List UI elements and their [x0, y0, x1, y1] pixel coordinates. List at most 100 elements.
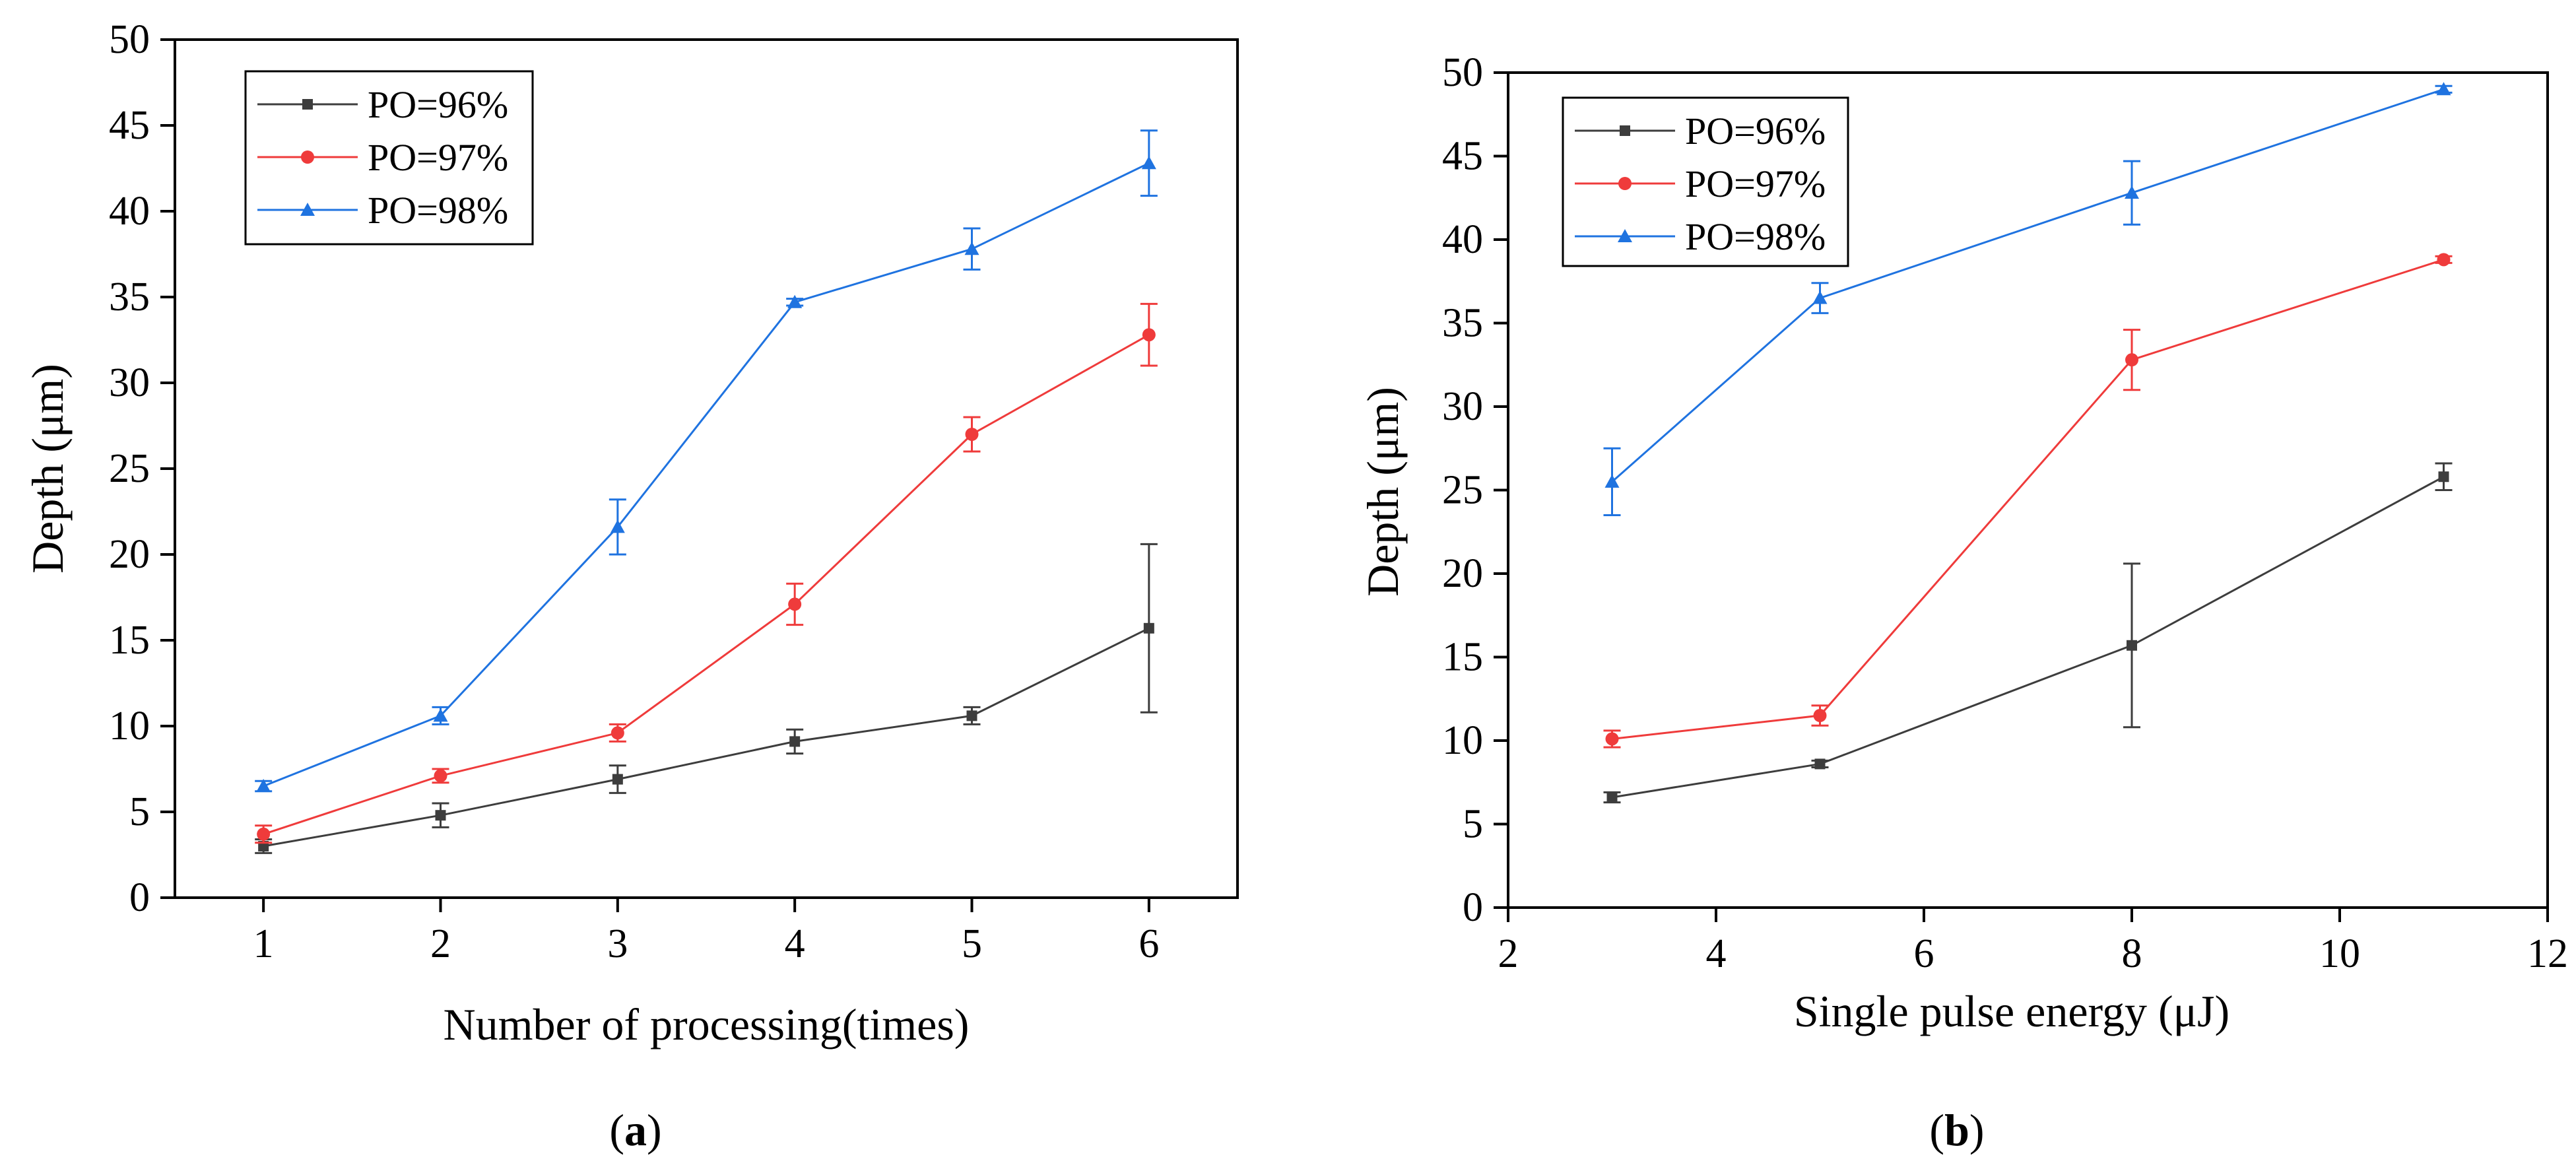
data-point-b-po96-3 — [2438, 471, 2449, 483]
x-axis-ticks-a: 1 2 3 4 5 6 — [253, 898, 1159, 966]
data-point-a-po98-2 — [610, 519, 625, 533]
legend-label-a-po98: PO=98% — [368, 189, 508, 232]
caption-open-paren-b: ( — [1929, 1105, 1944, 1155]
y-axis-title-a: Depth (μm) — [22, 364, 73, 574]
y-tick-label-a-30: 30 — [109, 360, 150, 405]
x-axis-title-b: Single pulse energy (μJ) — [1794, 986, 2229, 1036]
data-point-a-po96-3 — [789, 736, 801, 747]
y-tick-label-b-30: 30 — [1442, 384, 1483, 429]
x-tick-label-b-4: 4 — [1706, 931, 1727, 976]
data-point-b-po97-2 — [2125, 353, 2138, 367]
data-point-b-po97-1 — [1813, 709, 1827, 723]
chart-panel-b: 0 5 10 15 20 25 30 35 40 45 50 2 4 6 8 10 12 Depth (μm)… — [1358, 50, 2568, 1155]
y-tick-label-a-5: 5 — [129, 789, 150, 834]
data-point-b-po97-0 — [1605, 732, 1619, 746]
data-point-a-po97-3 — [788, 597, 802, 611]
caption-letter-a: a — [624, 1105, 647, 1155]
y-tick-label-b-5: 5 — [1463, 802, 1483, 847]
x-tick-label-b-8: 8 — [2122, 931, 2142, 976]
plot-area-b — [1603, 82, 2453, 804]
y-tick-label-b-20: 20 — [1442, 551, 1483, 596]
y-tick-label-a-50: 50 — [109, 17, 150, 62]
y-axis-ticks-b: 0 5 10 15 20 25 30 35 40 45 50 — [1442, 50, 1508, 930]
y-tick-label-a-20: 20 — [109, 532, 150, 577]
data-point-a-po96-5 — [1143, 622, 1154, 634]
legend-label-b-po96: PO=96% — [1685, 110, 1826, 152]
legend-label-a-po97: PO=97% — [368, 136, 508, 179]
y-tick-label-a-25: 25 — [109, 446, 150, 491]
data-point-a-po98-1 — [433, 708, 448, 722]
data-point-a-po98-5 — [1141, 156, 1156, 170]
y-tick-label-a-35: 35 — [109, 275, 150, 319]
caption-open-paren-a: ( — [609, 1105, 624, 1155]
legend-b: PO=96% PO=97% PO=98% — [1562, 96, 1849, 267]
x-tick-label-a-4: 4 — [785, 921, 805, 966]
y-tick-label-b-0: 0 — [1463, 885, 1483, 930]
legend-marker-a-po98 — [300, 203, 315, 216]
data-point-b-po96-1 — [1814, 758, 1826, 770]
panel-caption-b: (b) — [1929, 1105, 1984, 1155]
data-point-a-po98-3 — [787, 294, 803, 308]
x-tick-label-a-2: 2 — [430, 921, 451, 966]
data-point-a-po97-1 — [434, 769, 447, 783]
data-point-b-po98-0 — [1604, 474, 1620, 488]
data-point-b-po98-3 — [2436, 82, 2451, 96]
data-point-a-po97-5 — [1142, 328, 1156, 342]
y-axis-ticks-a: 0 5 10 15 20 25 30 35 40 45 50 — [109, 17, 175, 920]
legend-label-b-po98: PO=98% — [1685, 215, 1826, 258]
x-tick-label-a-1: 1 — [253, 921, 274, 966]
y-tick-label-b-35: 35 — [1442, 301, 1483, 346]
data-point-a-po98-0 — [256, 779, 271, 792]
data-point-a-po96-4 — [966, 710, 977, 721]
data-point-a-po96-1 — [435, 810, 446, 821]
legend-a: PO=96% PO=97% PO=98% — [244, 70, 534, 246]
series-line-a-po98 — [263, 162, 1150, 787]
data-point-a-po97-4 — [965, 428, 979, 441]
series-line-a-po97 — [263, 333, 1150, 836]
x-tick-label-a-3: 3 — [607, 921, 628, 966]
x-axis-title-a: Number of processing(times) — [444, 999, 970, 1049]
x-tick-label-b-12: 12 — [2527, 931, 2568, 976]
y-tick-label-b-45: 45 — [1442, 134, 1483, 179]
y-tick-label-b-25: 25 — [1442, 468, 1483, 513]
series-line-b-po97 — [1612, 258, 2444, 740]
plot-area-a — [255, 129, 1158, 854]
legend-box-b — [1562, 96, 1849, 267]
y-tick-label-b-40: 40 — [1442, 217, 1483, 262]
x-tick-label-a-5: 5 — [962, 921, 982, 966]
caption-letter-b: b — [1944, 1105, 1969, 1155]
data-point-b-po97-3 — [2437, 253, 2451, 267]
x-tick-label-b-10: 10 — [2319, 931, 2360, 976]
y-tick-label-a-10: 10 — [109, 704, 150, 749]
x-tick-label-b-6: 6 — [1914, 931, 1934, 976]
y-tick-label-b-15: 15 — [1442, 635, 1483, 680]
legend-label-b-po97: PO=97% — [1685, 162, 1826, 205]
legend-marker-b-po97 — [1618, 177, 1632, 190]
legend-marker-a-po97 — [301, 150, 314, 164]
series-line-a-po96 — [263, 627, 1150, 848]
data-point-a-po96-2 — [612, 774, 623, 785]
data-point-a-po97-2 — [611, 726, 624, 740]
data-point-a-po97-0 — [257, 827, 271, 841]
y-tick-label-a-45: 45 — [109, 103, 150, 148]
panel-caption-a: (a) — [609, 1105, 661, 1155]
x-tick-label-a-6: 6 — [1139, 921, 1159, 966]
caption-close-paren-b: ) — [1969, 1105, 1985, 1155]
series-line-b-po98 — [1611, 88, 2444, 483]
y-tick-label-a-15: 15 — [109, 618, 150, 663]
series-line-b-po96 — [1612, 475, 2445, 799]
x-axis-ticks-b: 2 4 6 8 10 12 — [1498, 908, 2568, 976]
data-point-a-po98-4 — [964, 242, 979, 255]
legend-label-a-po96: PO=96% — [368, 83, 508, 126]
x-tick-label-b-2: 2 — [1498, 931, 1519, 976]
y-tick-label-a-40: 40 — [109, 189, 150, 234]
caption-close-paren-a: ) — [647, 1105, 662, 1155]
data-point-b-po98-1 — [1812, 290, 1828, 304]
data-point-b-po96-0 — [1606, 792, 1618, 803]
legend-marker-b-po98 — [1618, 229, 1632, 242]
data-point-b-po98-2 — [2125, 185, 2139, 199]
data-point-b-po96-2 — [2127, 640, 2137, 651]
y-tick-label-a-0: 0 — [129, 875, 150, 920]
